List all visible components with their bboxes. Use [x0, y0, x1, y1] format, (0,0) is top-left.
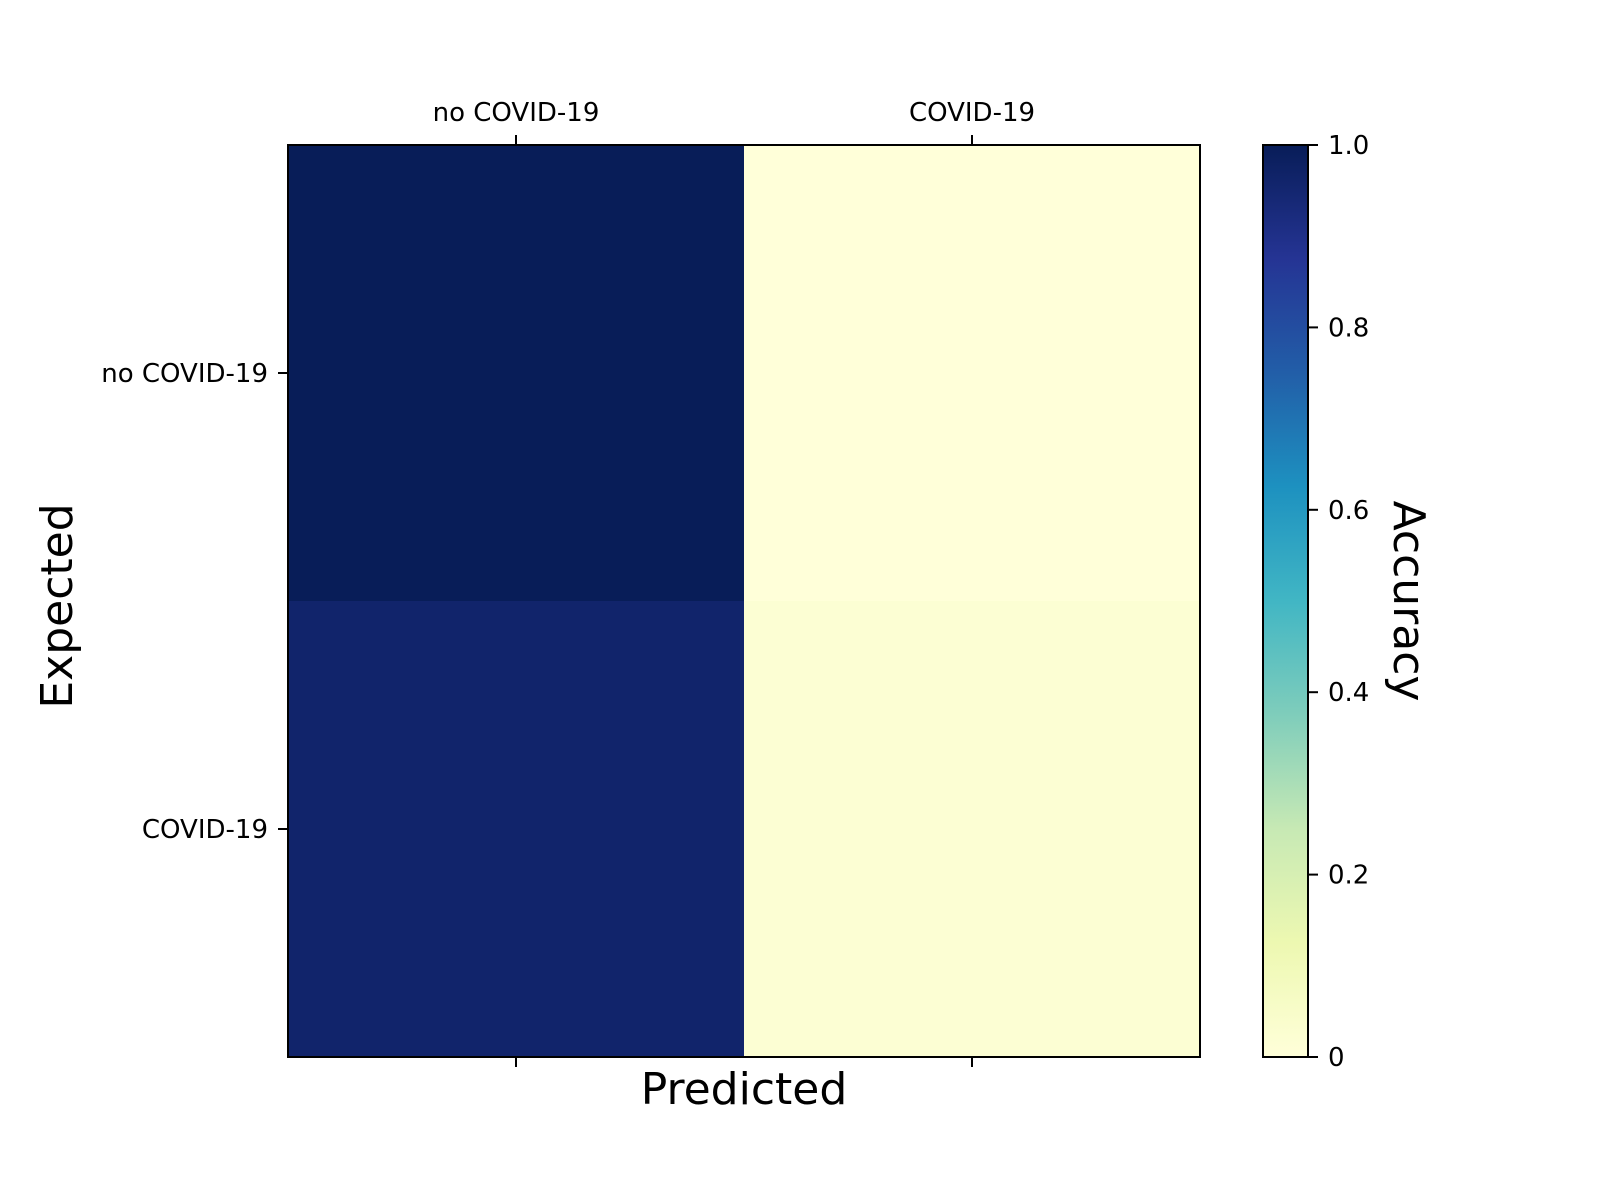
- colorbar-tick-label: 0: [1328, 1043, 1345, 1073]
- heatmap-cells: [288, 145, 1201, 1058]
- x-tick-label: COVID-19: [909, 98, 1035, 128]
- y-axis-label: Expected: [32, 503, 83, 708]
- heatmap-cell: [744, 601, 1201, 1058]
- x-axis-ticks: no COVID-19 COVID-19: [433, 98, 1035, 1067]
- colorbar-tick-label: 0.4: [1328, 678, 1369, 708]
- colorbar-tick-label: 0.8: [1328, 313, 1369, 343]
- heatmap-cell: [288, 601, 745, 1058]
- plot-frame: [287, 144, 1201, 1058]
- colorbar-tick-label: 0.2: [1328, 861, 1369, 891]
- colorbar-tick-label: 1.0: [1328, 131, 1369, 161]
- colorbar: 0 0.2 0.4 0.6 0.8 1.0 Accuracy: [1262, 131, 1434, 1073]
- colorbar-gradient: [1262, 144, 1309, 1058]
- heatmap-cell: [744, 145, 1201, 602]
- y-tick-label: COVID-19: [142, 815, 268, 845]
- x-axis-label: Predicted: [641, 1064, 848, 1115]
- heatmap-cell: [288, 145, 745, 602]
- colorbar-label: Accuracy: [1383, 501, 1434, 702]
- x-tick-label: no COVID-19: [433, 98, 600, 128]
- y-axis-ticks: no COVID-19 COVID-19: [101, 359, 288, 845]
- y-tick-label: no COVID-19: [101, 359, 268, 389]
- colorbar-ticks: 0 0.2 0.4 0.6 0.8 1.0: [1308, 131, 1369, 1073]
- colorbar-tick-label: 0.6: [1328, 496, 1369, 526]
